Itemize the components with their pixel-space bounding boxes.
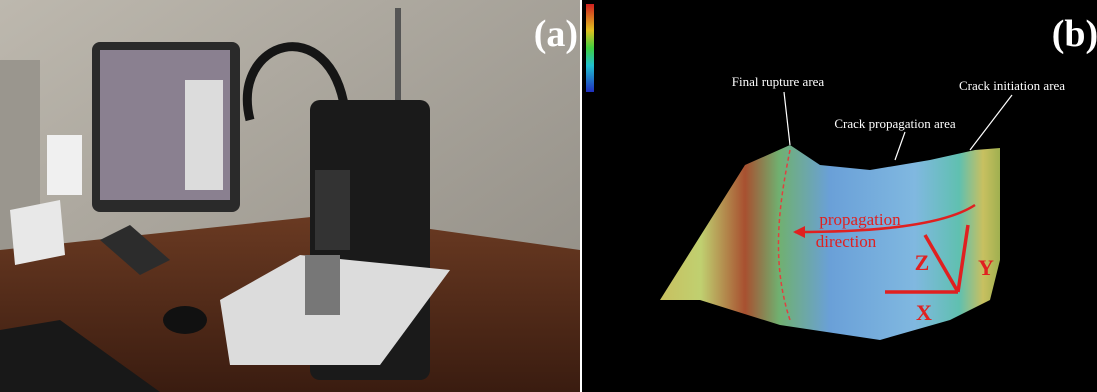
objective bbox=[315, 170, 350, 250]
screen-panel bbox=[185, 80, 223, 190]
panel-b-image: (b) Final rupture area Crack initiation … bbox=[582, 0, 1097, 392]
paper-sheet bbox=[10, 200, 65, 265]
panel-label: (b) bbox=[1052, 13, 1097, 55]
annotation: Crack initiation area bbox=[959, 78, 1065, 93]
figure: (a) (b) Final rupture area Crack initiat… bbox=[0, 0, 1097, 392]
panel-label: (a) bbox=[534, 13, 578, 55]
specimen bbox=[305, 255, 340, 315]
color-bar bbox=[586, 4, 594, 92]
page: (a) (b) Final rupture area Crack initiat… bbox=[0, 0, 1097, 392]
axis-label: Y bbox=[978, 255, 994, 280]
annotation: Crack propagation area bbox=[834, 116, 956, 131]
annotation: propagation bbox=[819, 210, 901, 229]
annotation: Final rupture area bbox=[732, 74, 825, 89]
axis-label: X bbox=[916, 300, 932, 325]
mouse bbox=[163, 306, 207, 334]
axis-label: Z bbox=[915, 250, 930, 275]
annotation: direction bbox=[816, 232, 877, 251]
panel-a-photo: (a) bbox=[0, 0, 580, 392]
card bbox=[47, 135, 82, 195]
